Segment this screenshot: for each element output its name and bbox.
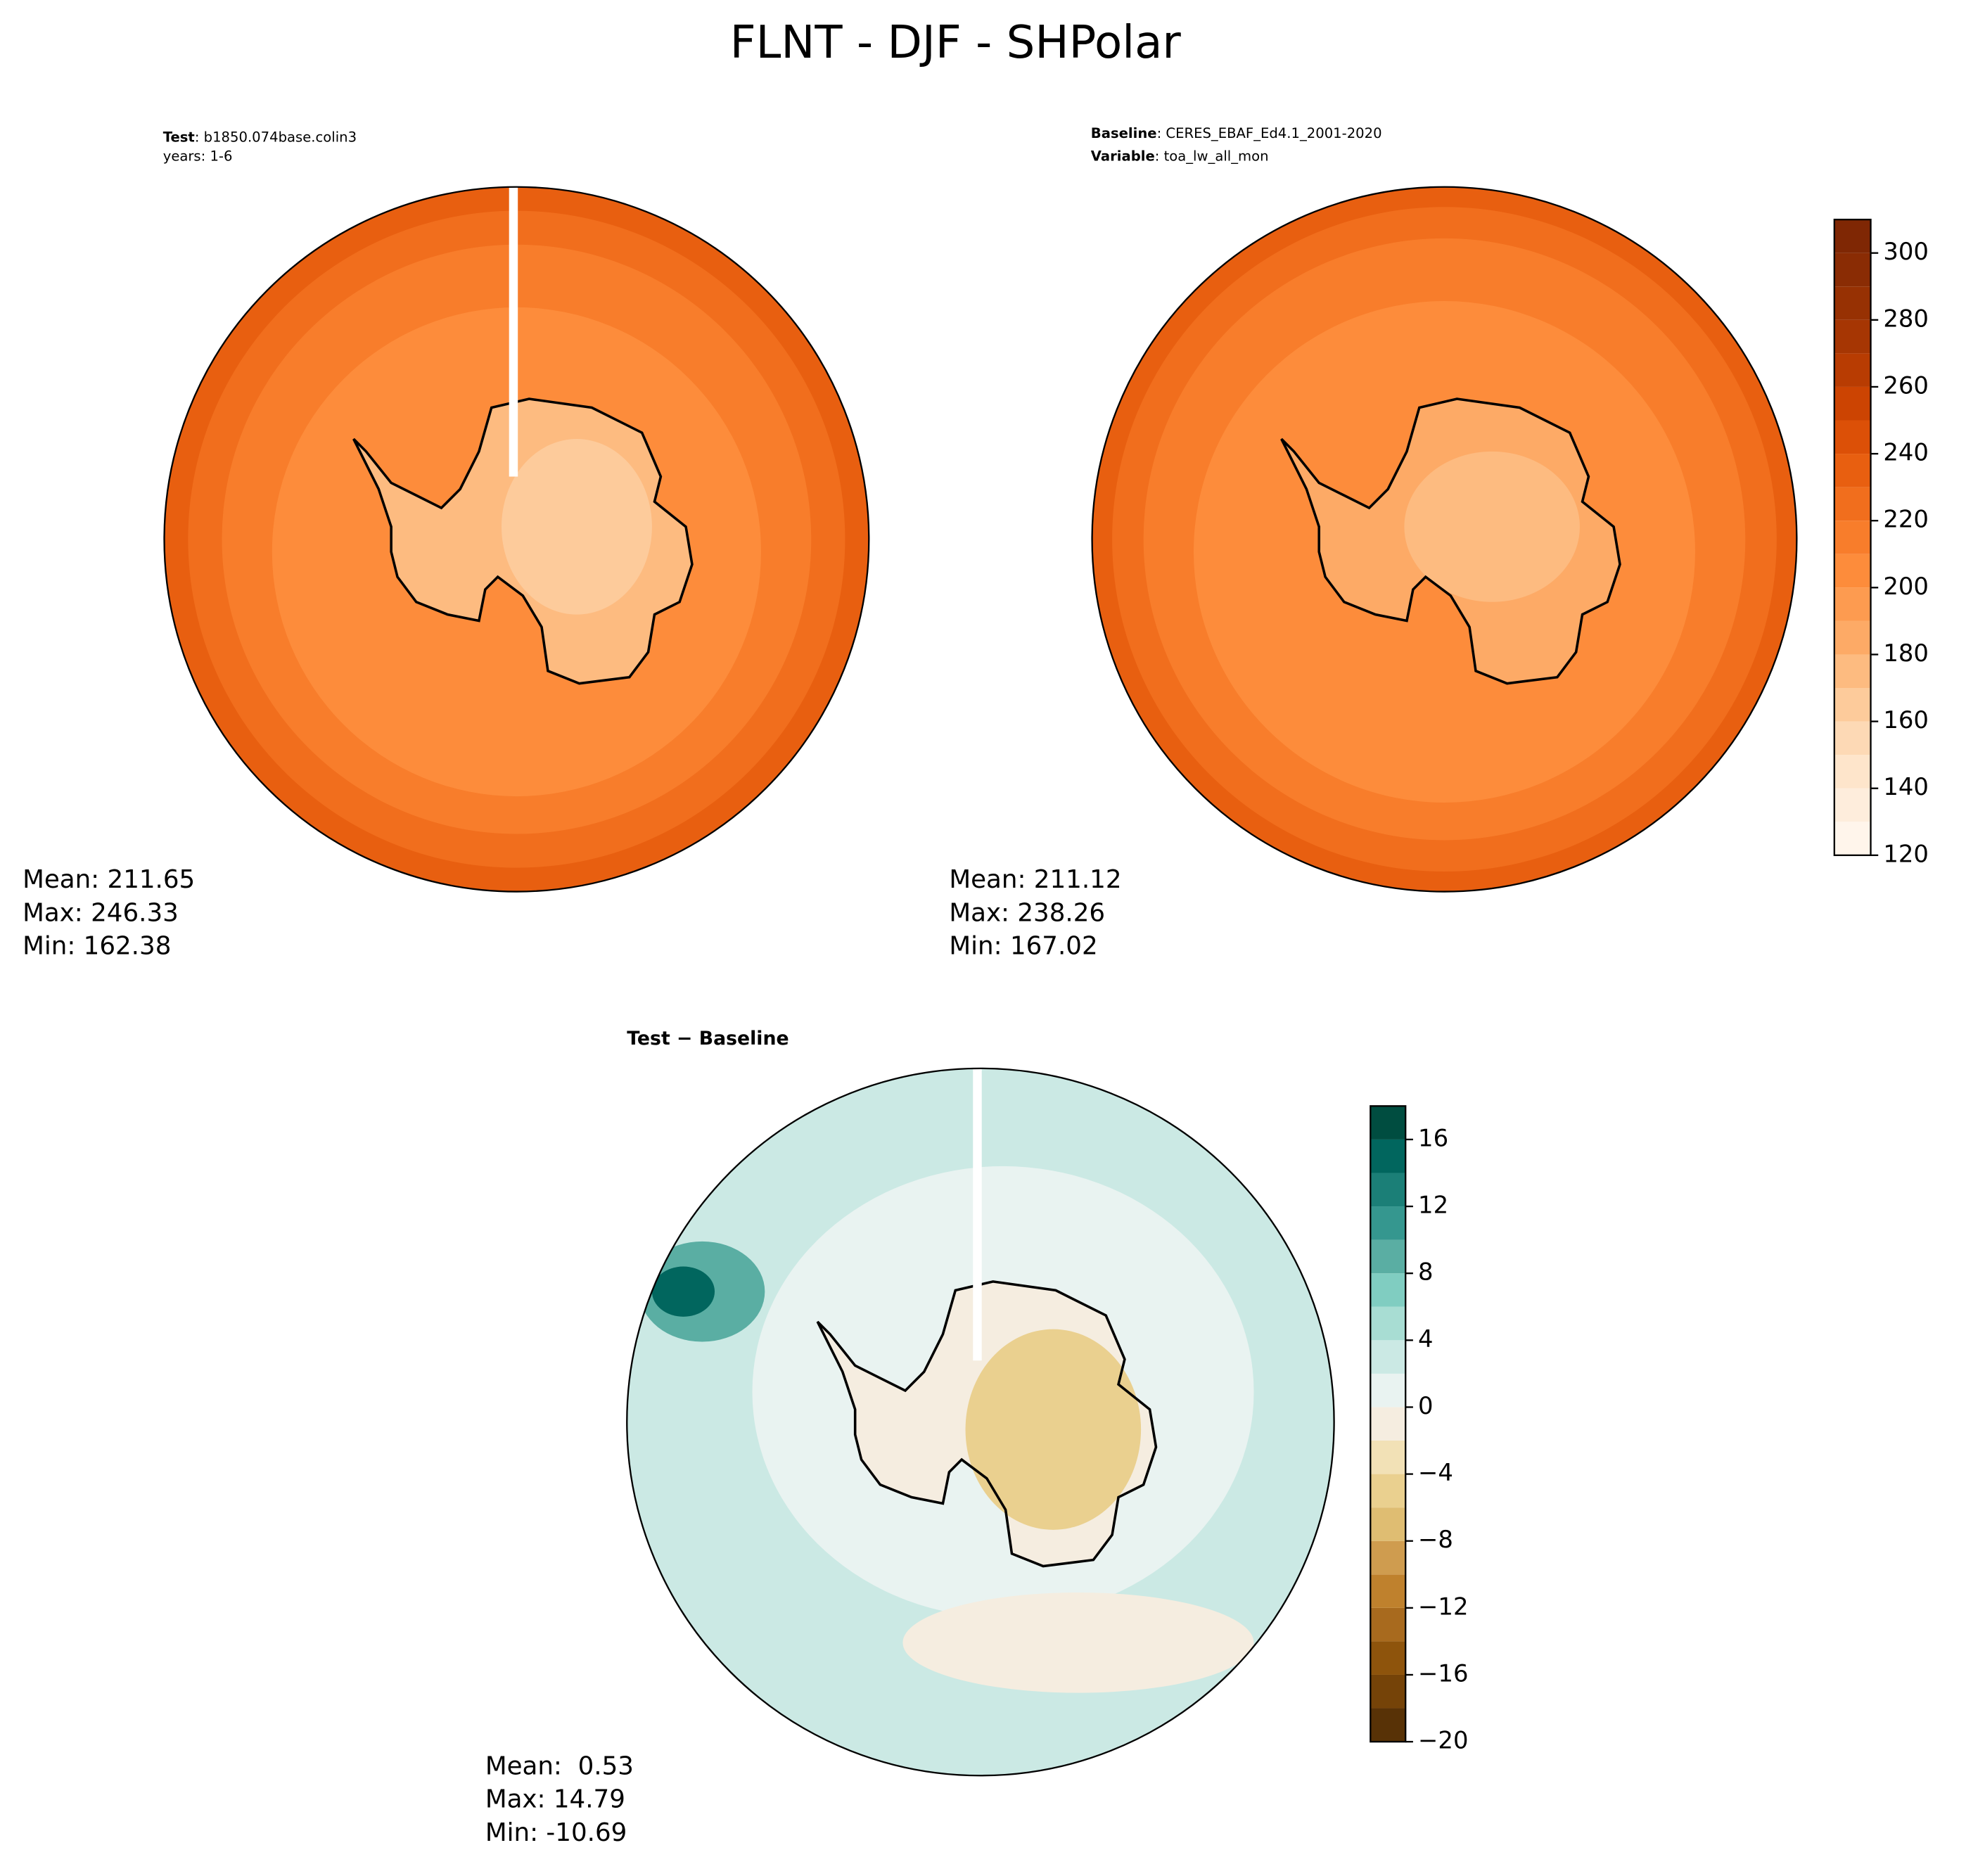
panel-heading: years: 1-6 (163, 148, 233, 164)
colorbar-tick-label: 4 (1418, 1325, 1434, 1353)
colorbar-band (1834, 253, 1871, 287)
colorbar-band (1370, 1474, 1406, 1508)
stat-text: Mean: 211.12 (949, 865, 1121, 894)
map-difference (627, 1068, 1334, 1776)
map-baseline (1092, 186, 1797, 892)
colorbar-tick-label: 280 (1883, 305, 1929, 332)
colorbar-band (1370, 1708, 1406, 1742)
colorbar-tick-label: 240 (1883, 439, 1929, 466)
colorbar-tick-label: 180 (1883, 639, 1929, 667)
colorbar-tick-label: 120 (1883, 840, 1929, 867)
heading-label: Variable (1091, 148, 1155, 164)
colorbar-band (1370, 1607, 1406, 1642)
colorbar-band (1834, 554, 1871, 588)
heading-label: Test − Baseline (627, 1028, 789, 1049)
heading-text: : CERES_EBAF_Ed4.1_2001-2020 (1157, 125, 1382, 141)
heading-text: years: 1-6 (163, 148, 233, 164)
colorbar-band (1834, 822, 1871, 855)
colorbar-tick-label: −16 (1418, 1659, 1468, 1687)
colorbar-tick-label: 160 (1883, 706, 1929, 734)
stat-text: Max: 238.26 (949, 898, 1105, 927)
heading-label: Baseline (1091, 125, 1157, 141)
map-frame (163, 186, 870, 893)
colorbar-band (1834, 454, 1871, 487)
panel-heading: Baseline: CERES_EBAF_Ed4.1_2001-2020 (1091, 125, 1382, 141)
colorbar-band (1834, 319, 1871, 354)
colorbar-tick-label: −4 (1418, 1459, 1453, 1486)
colorbar-band (1834, 286, 1871, 320)
panel-heading: Test − Baseline (627, 1028, 789, 1049)
map-frame (626, 1067, 1335, 1777)
colorbar-tick-label: 16 (1418, 1124, 1448, 1151)
colorbar-band (1370, 1674, 1406, 1709)
colorbar-tick-label: −12 (1418, 1593, 1468, 1620)
stat-text: Max: 246.33 (23, 898, 179, 927)
heading-text: : toa_lw_all_mon (1155, 148, 1269, 164)
colorbar-band (1370, 1641, 1406, 1675)
colorbar-band (1370, 1407, 1406, 1441)
stat-text: Min: -10.69 (485, 1818, 627, 1847)
colorbar-band (1834, 620, 1871, 655)
colorbar-band (1370, 1139, 1406, 1173)
colorbar-band (1370, 1574, 1406, 1608)
heading-text: : b1850.074base.colin3 (195, 129, 357, 146)
colorbar-band (1370, 1373, 1406, 1408)
colorbar-band (1370, 1239, 1406, 1274)
colorbar-tick-label: 8 (1418, 1258, 1434, 1286)
colorbar-band (1370, 1306, 1406, 1341)
colorbar-band (1834, 386, 1871, 421)
colorbar-frame (1833, 218, 1872, 857)
colorbar-band (1834, 788, 1871, 822)
colorbar-band (1834, 353, 1871, 387)
stat-text: Mean: 0.53 (485, 1751, 634, 1780)
colorbar-band (1370, 1441, 1406, 1474)
colorbar-band (1834, 755, 1871, 789)
colorbar-tick-label: 220 (1883, 506, 1929, 533)
stat-text: Max: 14.79 (485, 1785, 625, 1814)
colorbar-tick-label: −8 (1418, 1526, 1453, 1553)
colorbar-tick-label: 200 (1883, 573, 1929, 600)
stat-text: Min: 167.02 (949, 932, 1097, 961)
colorbar-band (1370, 1206, 1406, 1240)
figure-title: FLNT - DJF - SHPolar (730, 16, 1182, 69)
colorbar-band (1370, 1106, 1406, 1140)
stat-text: Min: 162.38 (23, 932, 171, 961)
colorbar-tick-label: 140 (1883, 773, 1929, 800)
colorbar-tick-label: 0 (1418, 1392, 1434, 1419)
panel-heading: Test: b1850.074base.colin3 (163, 129, 357, 146)
map-test (164, 186, 869, 892)
colorbar-band (1370, 1540, 1406, 1575)
colorbar-band (1834, 219, 1871, 253)
colorbar-band (1370, 1507, 1406, 1541)
panel-heading: Variable: toa_lw_all_mon (1091, 148, 1269, 164)
colorbar-band (1834, 587, 1871, 621)
colorbar-band (1370, 1273, 1406, 1307)
colorbar-frame (1370, 1105, 1407, 1743)
stat-text: Mean: 211.65 (23, 865, 195, 894)
colorbar-band (1834, 688, 1871, 722)
colorbar-band (1370, 1173, 1406, 1207)
colorbar-band (1834, 654, 1871, 689)
colorbar-band (1370, 1340, 1406, 1374)
heading-label: Test (163, 129, 195, 146)
colorbar-band (1834, 420, 1871, 454)
colorbar-tick-label: 260 (1883, 371, 1929, 399)
colorbar-tick-label: 12 (1418, 1192, 1448, 1219)
colorbar-tick-label: −20 (1418, 1727, 1468, 1754)
colorbar-band (1834, 521, 1871, 554)
colorbar-band (1834, 487, 1871, 521)
map-frame (1091, 186, 1798, 893)
colorbar-band (1834, 721, 1871, 755)
colorbar-tick-label: 300 (1883, 238, 1929, 265)
